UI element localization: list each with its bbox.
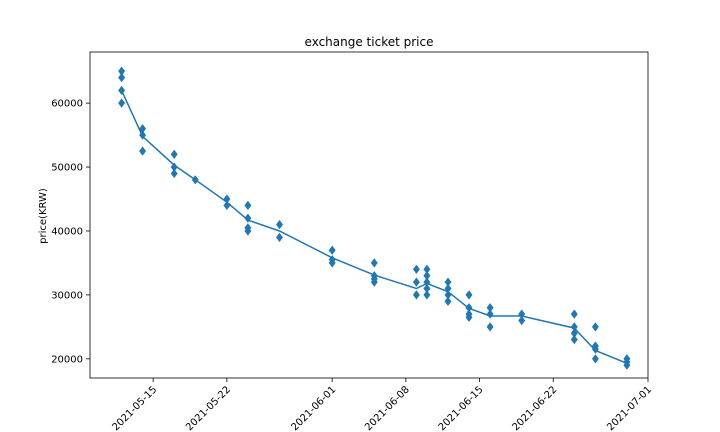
data-point: [412, 290, 420, 300]
data-point: [370, 277, 378, 287]
plot-frame: [89, 51, 649, 379]
data-point: [591, 322, 599, 332]
data-point: [191, 175, 199, 185]
series-line: [120, 90, 628, 364]
data-point: [223, 200, 231, 211]
y-axis-label: price(KRW): [38, 188, 49, 244]
data-point: [486, 309, 494, 319]
data-point: [465, 312, 473, 323]
data-point: [570, 309, 578, 319]
data-point: [591, 354, 599, 364]
data-point: [444, 296, 452, 307]
data-point: [244, 213, 252, 223]
data-point: [328, 258, 336, 268]
data-point: [139, 146, 147, 156]
data-point: [244, 226, 252, 236]
data-point: [118, 85, 126, 96]
data-point: [275, 232, 284, 243]
data-point: [139, 130, 147, 140]
data-point: [328, 245, 336, 255]
data-point: [412, 277, 420, 287]
y-tick-label: 30000: [51, 290, 83, 301]
data-point: [118, 72, 126, 83]
data-point: [170, 149, 178, 160]
data-point: [591, 344, 599, 354]
y-tick-label: 60000: [51, 99, 83, 110]
data-point: [275, 219, 284, 230]
data-point: [570, 334, 578, 345]
data-point: [118, 98, 126, 108]
data-point: [244, 200, 252, 211]
data-point: [623, 360, 631, 370]
data-point: [412, 264, 420, 275]
y-axis: 20000 30000 40000 50000 60000: [51, 99, 90, 365]
data-point: [423, 290, 431, 300]
chart-title: exchange ticket price: [305, 35, 434, 49]
y-tick-label: 50000: [51, 163, 83, 174]
y-tick-label: 40000: [51, 226, 83, 237]
y-tick-label: 20000: [51, 354, 83, 365]
data-point: [370, 258, 378, 268]
data-point: [465, 290, 473, 300]
data-point: [518, 315, 526, 326]
plot-area: [118, 66, 631, 370]
data-point: [170, 168, 178, 179]
data-point: [486, 322, 494, 332]
